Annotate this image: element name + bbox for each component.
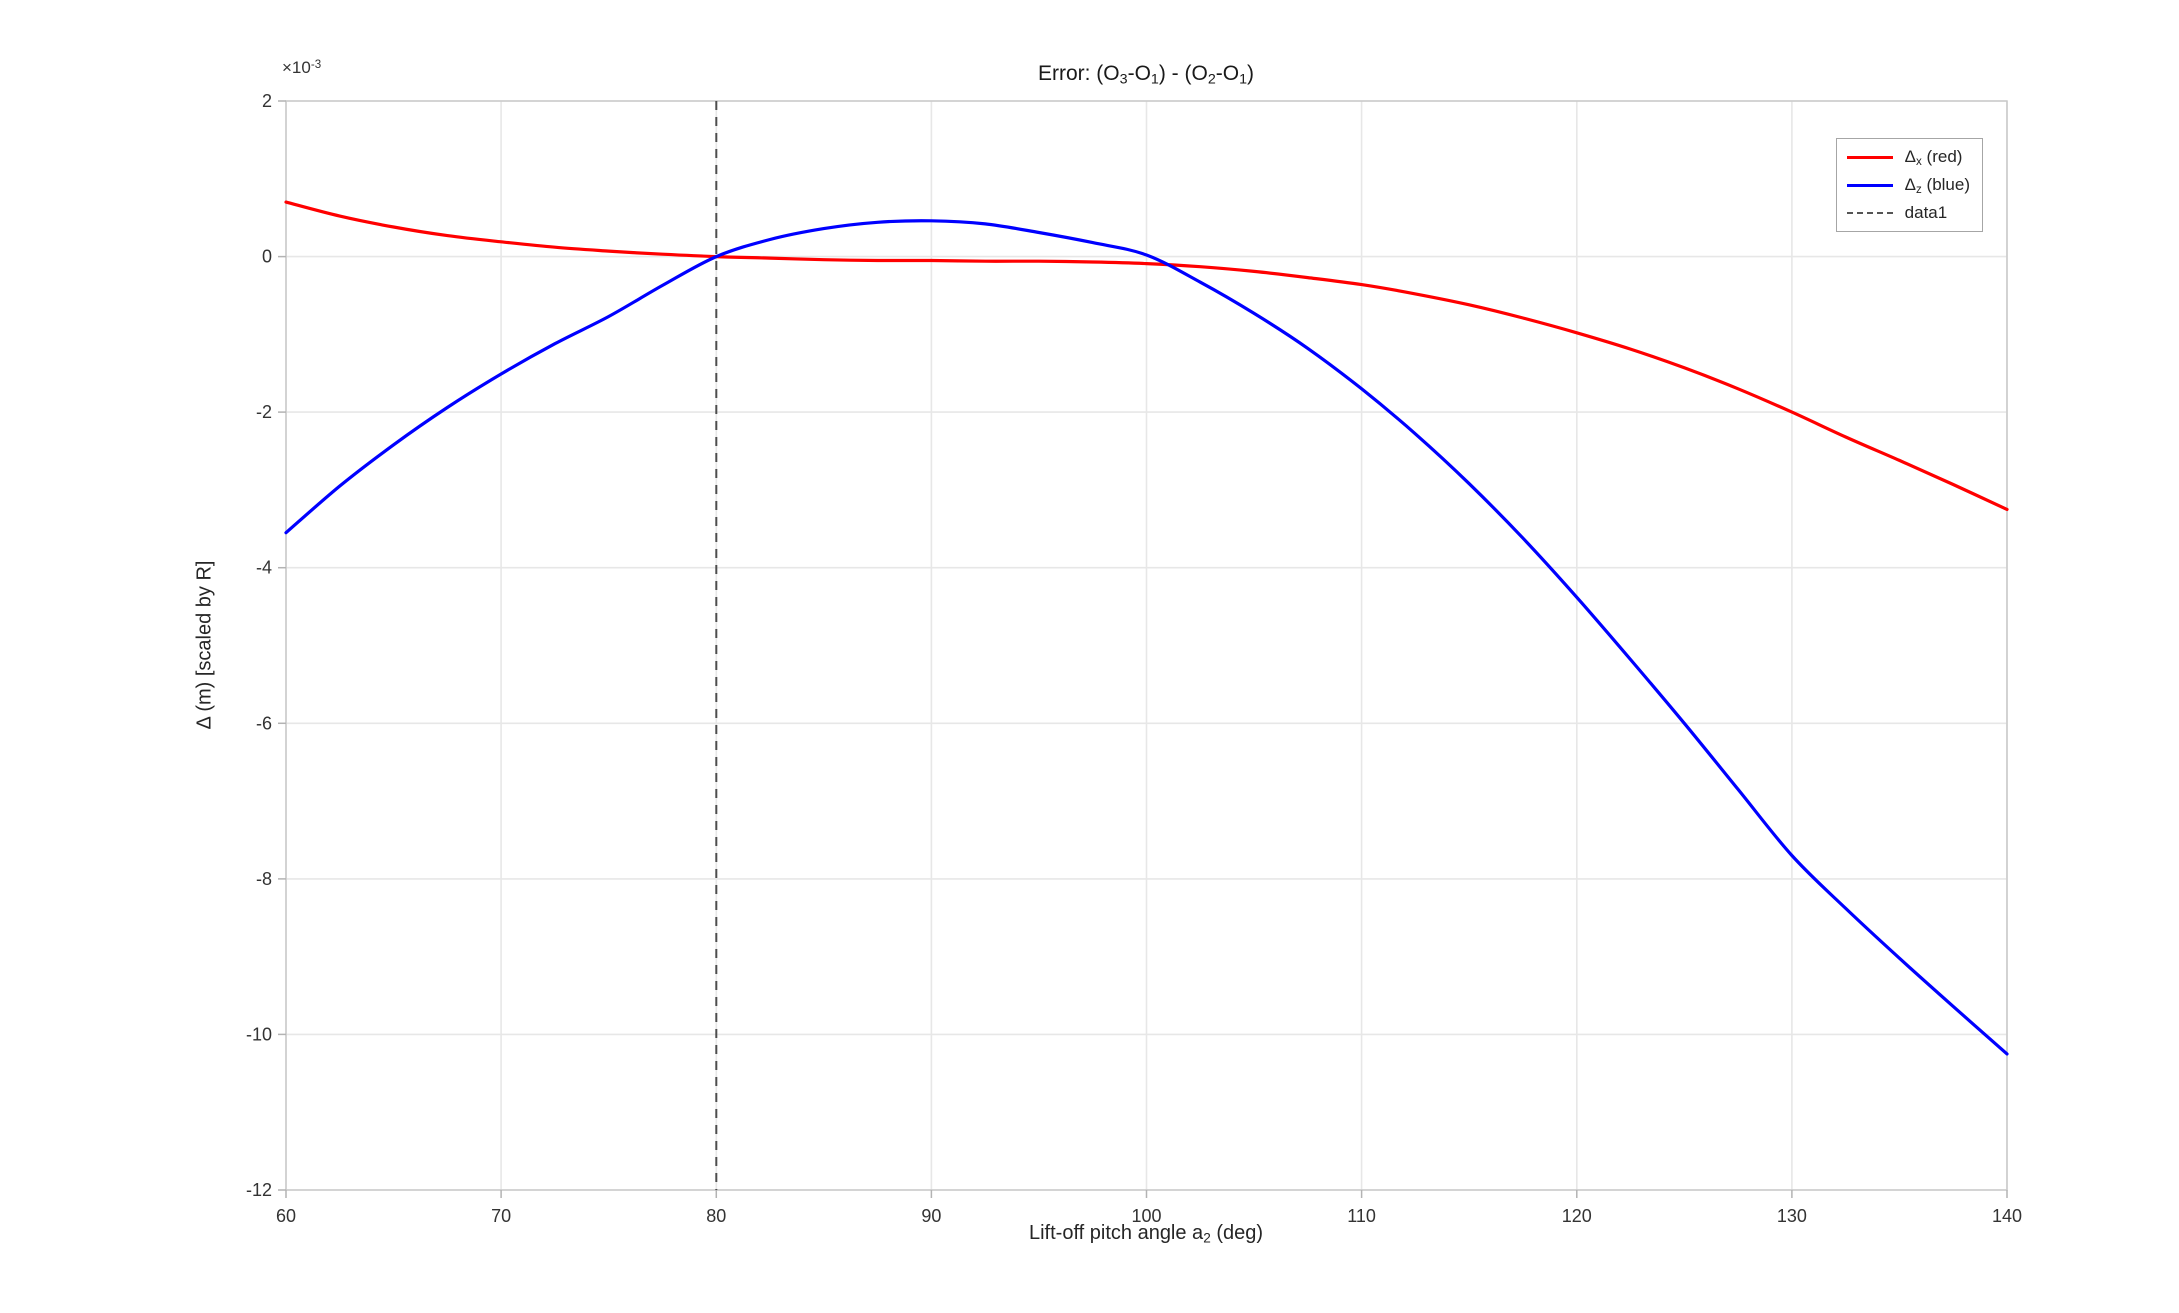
legend-entry-data1: data1	[1846, 202, 1970, 223]
chart-title: Error: (O3-O1) - (O2-O1)	[1037, 62, 1255, 88]
y-tick-label: 2	[262, 91, 272, 111]
legend[interactable]: Δx (red) Δz (blue) data1	[1835, 138, 1983, 232]
x-tick-label: 60	[276, 1206, 296, 1226]
x-tick-label: 140	[1992, 1206, 2022, 1226]
legend-entry-delta-x: Δx (red)	[1846, 147, 1970, 168]
y-tick-label: 0	[262, 247, 272, 267]
series-curve-delta-z	[284, 219, 2009, 1056]
x-tick-label: 80	[706, 1206, 726, 1226]
legend-label-delta-z: Δz (blue)	[1904, 174, 1970, 196]
y-tick-label: -8	[256, 869, 272, 889]
x-axis-label: Lift-off pitch angle a2 (deg)	[1028, 1222, 1264, 1246]
x-tick-label: 70	[491, 1206, 511, 1226]
x-tick-label: 90	[921, 1206, 941, 1226]
y-tick-label: -10	[246, 1024, 272, 1044]
dashed-line-swatch	[1846, 211, 1893, 214]
y-tick-label: -4	[256, 558, 272, 578]
legend-label-delta-x: Δx (red)	[1904, 147, 1963, 168]
x-tick-label: 100	[1131, 1206, 1161, 1226]
red-line-swatch	[1846, 155, 1893, 159]
series-curve-delta-x	[284, 200, 2009, 511]
x-tick-label: 120	[1562, 1206, 1592, 1226]
y-tick-label: -2	[256, 402, 272, 422]
blue-line-swatch	[1846, 183, 1893, 187]
y-axis-label: Δ (m) [scaled by R]	[193, 560, 216, 730]
x-tick-label: 130	[1777, 1206, 1807, 1226]
legend-label-data1: data1	[1904, 202, 1948, 222]
x-tick-label: 110	[1347, 1206, 1376, 1226]
y-tick-label: -6	[256, 713, 272, 733]
legend-entry-delta-z: Δz (blue)	[1846, 174, 1970, 196]
y-tick-label: -12	[246, 1180, 272, 1200]
y-axis-exponent-label: ×10-3	[282, 58, 322, 77]
